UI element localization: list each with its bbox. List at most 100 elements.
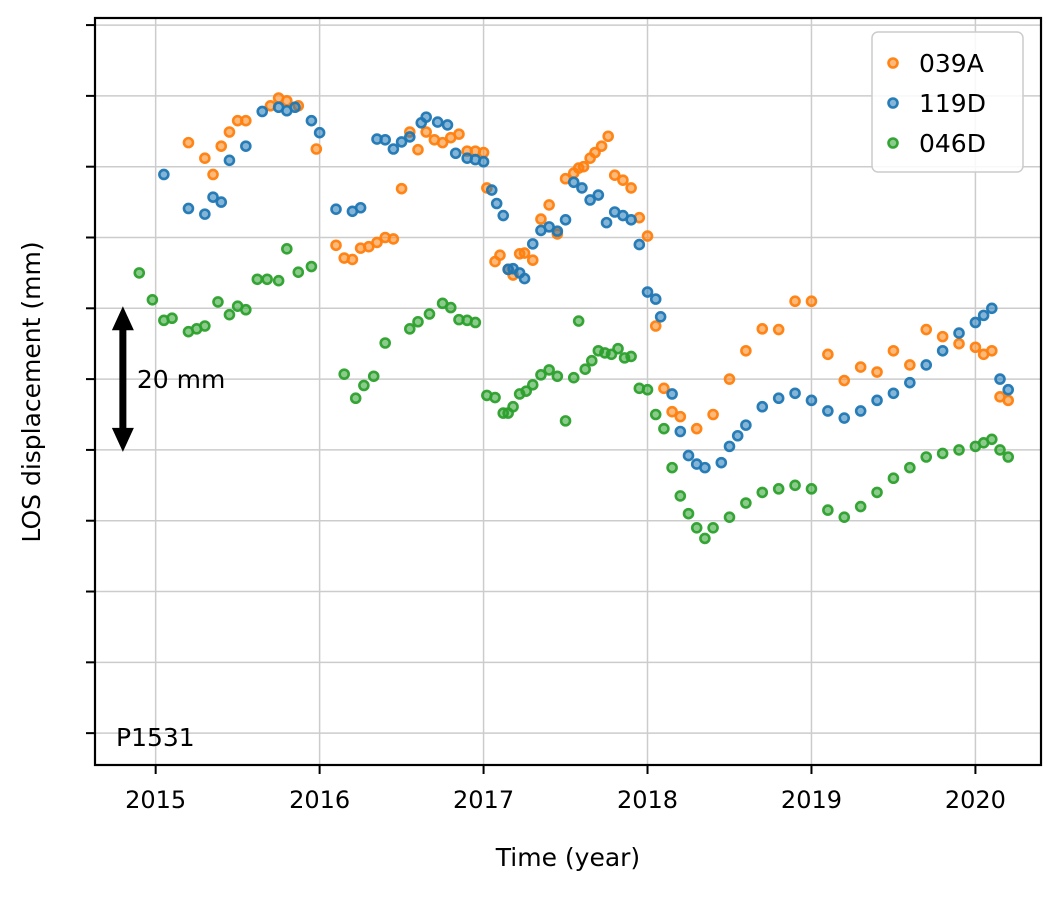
point-039a <box>871 366 883 378</box>
point-119d <box>158 168 170 181</box>
point-039a <box>674 410 687 423</box>
point-119d <box>756 400 769 413</box>
point-039a <box>756 323 769 335</box>
legend-marker-046d <box>887 137 899 149</box>
point-119d <box>182 202 195 215</box>
point-046d <box>305 260 318 273</box>
point-119d <box>682 449 695 462</box>
point-039a <box>625 182 637 194</box>
x-axis-title: Time (year) <box>495 843 640 872</box>
point-119d <box>789 387 801 400</box>
point-119d <box>379 133 391 146</box>
point-119d <box>559 213 572 226</box>
x-tick-label: 2018 <box>617 786 678 814</box>
point-039a <box>920 323 933 336</box>
point-119d <box>403 131 416 143</box>
point-039a <box>707 408 719 421</box>
point-046d <box>690 522 703 534</box>
point-039a <box>420 126 432 138</box>
plot-frame <box>93 16 1043 767</box>
point-119d <box>584 194 596 206</box>
point-039a <box>649 320 662 332</box>
point-119d <box>567 176 580 189</box>
point-119d <box>592 189 605 201</box>
point-119d <box>199 208 211 220</box>
point-119d <box>649 293 662 305</box>
x-tick-label: 2015 <box>125 786 186 814</box>
point-046d <box>272 274 285 287</box>
point-046d <box>920 451 933 463</box>
point-039a <box>723 373 736 385</box>
point-119d <box>497 209 510 222</box>
point-119d <box>936 344 949 357</box>
point-119d <box>977 309 990 322</box>
point-039a <box>658 382 670 395</box>
point-119d <box>207 191 219 203</box>
point-119d <box>723 440 736 453</box>
point-046d <box>358 379 370 392</box>
station-label: P1531 <box>116 723 195 752</box>
point-039a <box>199 152 211 164</box>
legend-label-046d: 046D <box>919 129 986 158</box>
point-039a <box>740 344 752 357</box>
point-046d <box>423 308 436 320</box>
point-046d <box>789 479 801 492</box>
point-119d <box>449 147 462 160</box>
point-119d <box>904 376 916 389</box>
point-119d <box>289 101 301 114</box>
point-046d <box>649 408 662 421</box>
point-119d <box>1002 383 1015 396</box>
point-046d <box>871 486 883 499</box>
point-039a <box>1002 394 1015 407</box>
point-039a <box>182 136 195 149</box>
point-046d <box>489 391 501 404</box>
x-tick-labels: 2015 2016 2017 2018 2019 2020 <box>125 786 1006 814</box>
point-046d <box>674 490 687 502</box>
point-039a <box>904 359 916 371</box>
point-046d <box>682 507 695 520</box>
point-046d <box>994 444 1006 456</box>
point-039a <box>240 114 252 127</box>
point-039a <box>436 136 449 149</box>
point-039a <box>215 140 228 152</box>
point-046d <box>367 370 380 383</box>
point-046d <box>551 370 564 383</box>
point-046d <box>756 486 769 499</box>
point-039a <box>772 323 785 336</box>
y-axis-title: LOS displacement (mm) <box>17 241 46 542</box>
legend: 039A 119D 046D <box>871 31 1024 173</box>
point-046d <box>904 461 916 474</box>
point-039a <box>641 230 654 242</box>
point-046d <box>953 444 965 456</box>
scale-bar-label: 20 mm <box>137 365 225 394</box>
point-119d <box>330 203 342 215</box>
point-119d <box>518 272 531 285</box>
point-119d <box>526 238 539 250</box>
point-046d <box>251 273 264 286</box>
legend-marker-039a <box>887 57 899 69</box>
point-119d <box>240 140 252 152</box>
series-046d <box>133 243 1015 545</box>
point-119d <box>805 394 818 407</box>
point-039a <box>690 422 703 435</box>
point-119d <box>641 286 654 298</box>
point-119d <box>772 392 785 405</box>
point-119d <box>256 105 269 118</box>
point-039a <box>602 130 614 143</box>
point-039a <box>577 160 590 173</box>
point-046d <box>444 301 457 314</box>
point-039a <box>589 146 601 159</box>
point-039a <box>953 337 965 350</box>
legend-label-119d: 119D <box>919 89 986 118</box>
x-tick-label: 2017 <box>453 786 514 814</box>
point-046d <box>723 511 736 523</box>
point-039a <box>346 253 359 266</box>
point-119d <box>441 119 454 131</box>
point-046d <box>199 320 211 332</box>
point-119d <box>871 394 883 407</box>
series-119d <box>158 101 1015 474</box>
point-039a <box>986 344 998 357</box>
point-046d <box>567 371 580 384</box>
point-119d <box>633 238 646 251</box>
